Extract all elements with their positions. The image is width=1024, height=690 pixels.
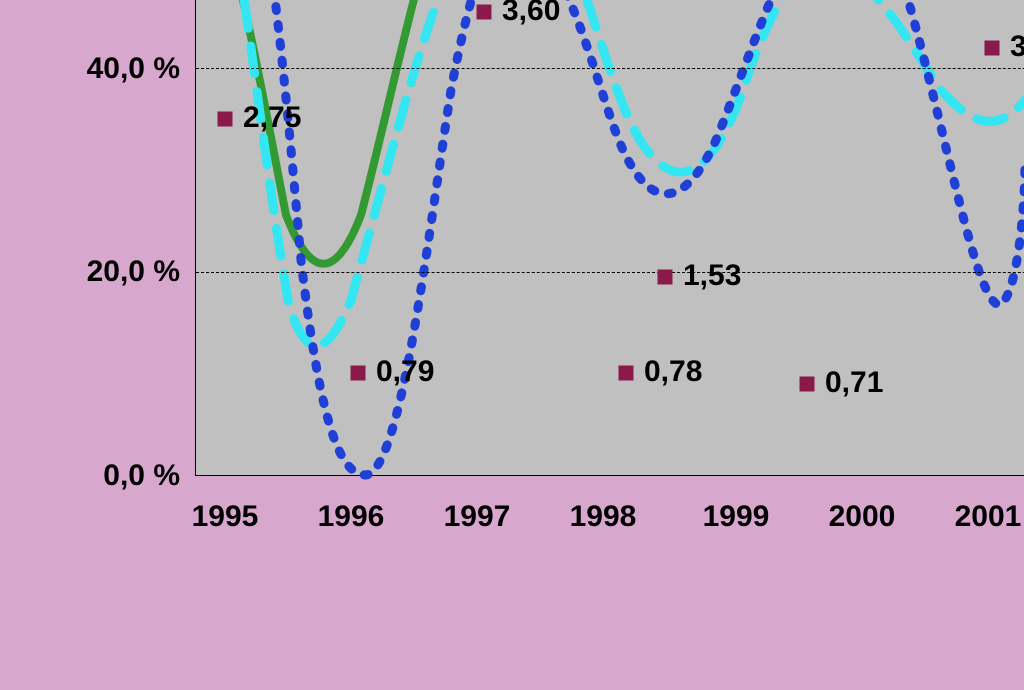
data-marker-label: 2,75 (243, 101, 301, 135)
x-tick-label: 1999 (703, 500, 770, 534)
series-layer (196, 0, 1024, 475)
plot-area (195, 0, 1024, 476)
data-marker-label: 0,79 (376, 355, 434, 389)
x-tick-label: 2001 (955, 500, 1022, 534)
y-tick-label: 0,0 % (0, 459, 180, 493)
y-tick-label: 40,0 % (0, 52, 180, 86)
data-marker (985, 41, 1000, 56)
series-green_solid (201, 0, 456, 264)
data-marker-label: 1,53 (683, 259, 741, 293)
x-tick-label: 1996 (318, 500, 385, 534)
data-marker-label: 3,2 (1010, 30, 1024, 64)
x-tick-label: 1995 (192, 500, 259, 534)
data-marker (218, 112, 233, 127)
y-tick-label: 20,0 % (0, 255, 180, 289)
data-marker-label: 3,60 (502, 0, 560, 28)
data-marker (800, 376, 815, 391)
data-marker (477, 5, 492, 20)
x-tick-label: 1997 (444, 500, 511, 534)
data-marker-label: 0,71 (825, 366, 883, 400)
chart-stage: 0,0 % 20,0 % 40,0 % 1995 1996 1997 1998 1999 200… (0, 0, 1024, 690)
data-marker (658, 269, 673, 284)
data-marker (351, 366, 366, 381)
x-tick-label: 2000 (829, 500, 896, 534)
data-marker-label: 0,78 (644, 355, 702, 389)
series-cyan_dash (219, 0, 1024, 346)
data-marker (619, 366, 634, 381)
x-tick-label: 1998 (570, 500, 637, 534)
